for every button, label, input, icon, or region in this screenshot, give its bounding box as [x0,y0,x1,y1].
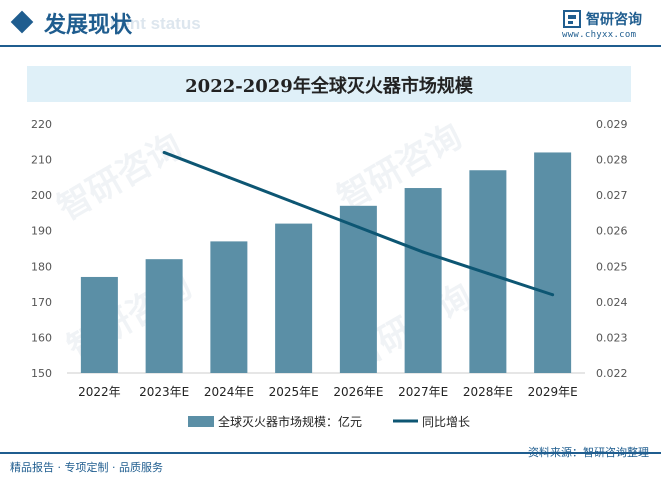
y-right-tick-label: 0.022 [596,367,628,380]
bar [534,152,572,373]
header: nent status 发展现状 智研咨询 www.chyxx.com [0,0,661,47]
bar [469,170,507,373]
y-left-tick-label: 220 [31,118,52,131]
y-left-tick-label: 160 [31,331,52,344]
legend-bar-label: 全球灭火器市场规模：亿元 [218,414,362,429]
x-tick-label: 2029年E [528,385,578,399]
growth-point [356,225,360,229]
y-left-tick-label: 170 [31,296,52,309]
section-subtitle-en: nent status [110,14,201,33]
y-right-tick-label: 0.029 [596,118,628,131]
y-left-tick-label: 210 [31,154,52,167]
y-left-tick-label: 150 [31,367,52,380]
y-right-tick-label: 0.026 [596,225,628,238]
brand-logo-icon [563,10,581,28]
header-divider [0,45,661,47]
chart-title: 2022-2029年全球灭火器市场规模 [185,76,473,97]
growth-point [292,200,296,204]
chart-title-band [27,66,631,102]
brand-name: 智研咨询 [586,12,642,28]
footer-divider [0,452,661,454]
legend-line-label: 同比增长 [422,415,470,429]
brand-url: www.chyxx.com [562,30,637,40]
y-left-tick-label: 180 [31,260,52,273]
y-right-tick-label: 0.025 [596,260,628,273]
y-left-tick-label: 200 [31,189,52,202]
footer-source: 资料来源：智研咨询整理 [528,446,649,459]
x-tick-label: 2027年E [398,385,448,399]
footer-tagline: 精品报告 · 专项定制 · 品质服务 [10,461,163,474]
bar [80,276,118,373]
y-left-tick-label: 190 [31,225,52,238]
x-tick-label: 2028年E [463,385,513,399]
bar [404,188,442,373]
y-right-tick-label: 0.028 [596,154,628,167]
y-right-tick-label: 0.023 [596,331,628,344]
y-right-tick-label: 0.024 [596,296,628,309]
bar [210,241,248,373]
growth-point [162,150,166,154]
bar [339,205,377,373]
bar [275,223,313,373]
growth-point [227,175,231,179]
growth-point [551,293,555,297]
y-right-tick-label: 0.027 [596,189,628,202]
x-tick-label: 2022年 [78,385,121,399]
growth-point [486,271,490,275]
growth-point [421,250,425,254]
x-tick-label: 2024年E [204,385,254,399]
x-tick-label: 2023年E [139,385,189,399]
x-tick-label: 2026年E [333,385,383,399]
legend-bar-swatch [188,416,214,427]
section-title: 发展现状 [44,12,133,38]
bar [145,259,183,373]
x-tick-label: 2025年E [269,385,319,399]
